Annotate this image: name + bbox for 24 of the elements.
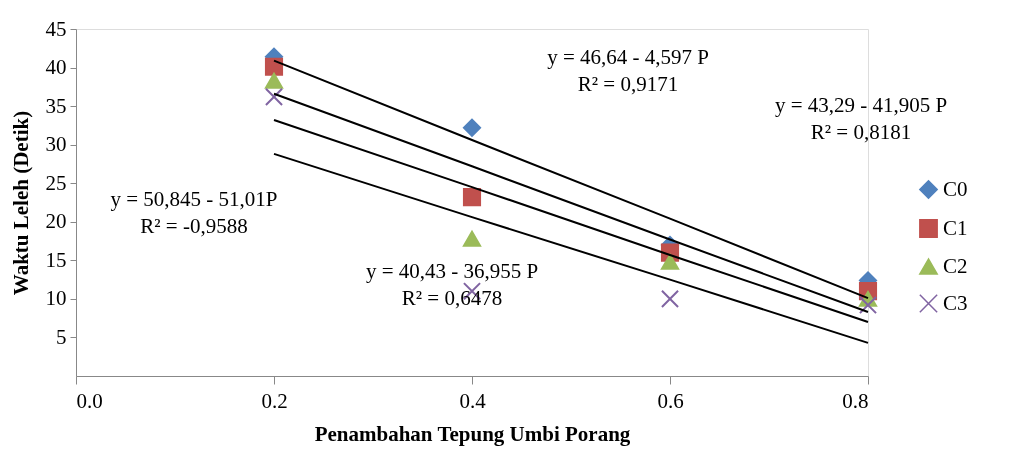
y-tick-label: 25	[45, 170, 67, 195]
legend-label: C1	[943, 215, 968, 240]
y-tick-label: 35	[45, 93, 67, 118]
legend-label: C2	[943, 253, 968, 278]
y-tick-label: 20	[45, 209, 67, 234]
x-tick-label: 0.8	[842, 388, 869, 413]
y-tick-label: 5	[56, 324, 67, 349]
y-tick-label: 15	[45, 247, 67, 272]
legend-label: C0	[943, 176, 968, 201]
x-tick-label: 0.6	[657, 388, 684, 413]
x-tick-label: 0.2	[261, 388, 288, 413]
x-axis-title: Penambahan Tepung Umbi Porang	[314, 421, 631, 446]
y-axis-title: Waktu Leleh (Detik)	[8, 110, 33, 296]
y-tick-label: 40	[45, 55, 67, 80]
legend-label: C3	[943, 290, 968, 315]
x-tick-label: 0.0	[76, 388, 103, 413]
annotation: y = 50,845 - 51,01P R² = -0,9588	[110, 187, 278, 238]
y-tick-label: 10	[45, 286, 67, 311]
y-tick-label: 30	[45, 132, 67, 157]
annotation: y = 46,64 - 4,597 P R² = 0,9171	[547, 45, 709, 96]
annotation: y = 40,43 - 36,955 P R² = 0,6478	[365, 259, 539, 310]
y-tick-label: 45	[45, 16, 67, 41]
annotation: y = 43,29 - 41,905 P R² = 0,8181	[774, 93, 948, 144]
x-tick-label: 0.4	[459, 388, 487, 413]
